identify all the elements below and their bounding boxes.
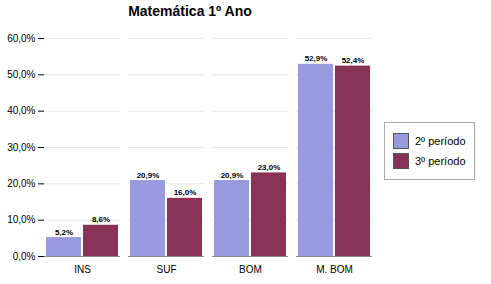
svg-text:40,0%: 40,0% [7, 105, 35, 116]
html-text:3º período: 3º período [415, 155, 466, 167]
svg-text:60,0%: 60,0% [7, 33, 35, 44]
svg-text:BOM: BOM [239, 264, 262, 275]
svg-text:20,0%: 20,0% [7, 178, 35, 189]
html-text:Matemática 1º Ano: Matemática 1º Ano [128, 3, 252, 19]
svg-text:8,6%: 8,6% [92, 215, 110, 224]
svg-text:M. BOM: M. BOM [316, 264, 353, 275]
html-text:2º período: 2º período [415, 135, 466, 147]
svg-text:20,9%: 20,9% [137, 171, 160, 180]
svg-text:20,9%: 20,9% [221, 171, 244, 180]
svg-text:52,9%: 52,9% [305, 54, 328, 63]
svg-text:16,0%: 16,0% [174, 188, 197, 197]
svg-text:SUF: SUF [157, 264, 177, 275]
svg-text:52,4%: 52,4% [342, 56, 365, 65]
svg-text:10,0%: 10,0% [7, 214, 35, 225]
svg-text:0,0%: 0,0% [13, 251, 36, 262]
svg-text:23,0%: 23,0% [258, 163, 281, 172]
svg-text:INS: INS [74, 264, 91, 275]
svg-text:30,0%: 30,0% [7, 142, 35, 153]
svg-text:5,2%: 5,2% [55, 228, 73, 237]
svg-text:50,0%: 50,0% [7, 69, 35, 80]
